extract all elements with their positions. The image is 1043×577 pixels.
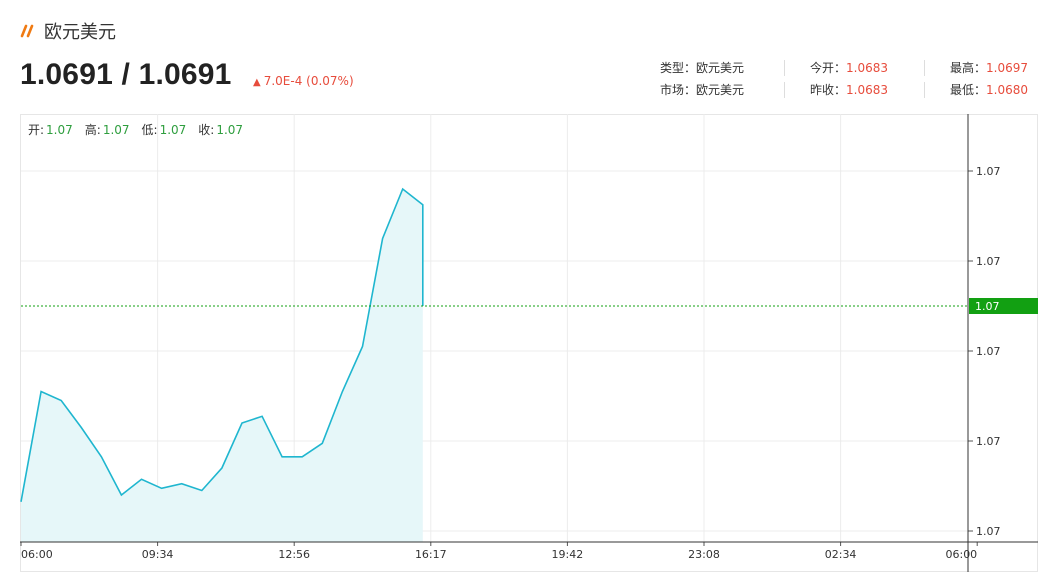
page-title: 欧元美元 xyxy=(44,22,116,43)
stats-divider xyxy=(784,82,785,98)
price-chart[interactable]: 1.07 1.07 1.07 1.07 1.07 06:00 09:34 12:56 16:1… xyxy=(20,114,1038,572)
stat-prev-close-label: 昨收： xyxy=(810,83,847,97)
stat-prev-close-value: 1.0683 xyxy=(846,83,889,97)
up-arrow-icon: ▲ xyxy=(253,77,261,88)
y-tick-label: 1.07 xyxy=(976,435,1001,448)
stat-type: 类型：欧元美元 xyxy=(660,58,744,78)
title-row: 欧元美元 xyxy=(20,18,116,44)
stats-panel: 类型：欧元美元 市场：欧元美元 今开：1.0683 昨收：1.0683 最高：1… xyxy=(0,58,1043,104)
price-change: ▲ 7.0E-4 (0.07%) xyxy=(253,74,354,88)
x-axis-labels: 06:00 09:34 12:56 16:17 19:42 23:08 02:34 06:00 xyxy=(21,548,977,561)
x-tick-label: 06:00 xyxy=(21,548,53,561)
stats-divider xyxy=(924,82,925,98)
y-tick-label: 1.07 xyxy=(976,345,1001,358)
x-tick-label: 09:34 xyxy=(142,548,174,561)
current-price-tag-bg xyxy=(969,298,1038,314)
x-tick-label: 19:42 xyxy=(552,548,584,561)
stat-open: 今开：1.0683 xyxy=(810,58,888,78)
stat-low: 最低：1.0680 xyxy=(950,80,1028,100)
chart-grid xyxy=(20,114,978,546)
ohlc-close-label: 收: xyxy=(198,123,214,137)
current-price-tag-label: 1.07 xyxy=(975,300,1000,313)
ohlc-readout: 开: 1.07 高: 1.07 低: 1.07 收: 1.07 xyxy=(28,122,243,137)
y-tick-label: 1.07 xyxy=(976,255,1001,268)
logo-icon xyxy=(20,24,34,38)
stat-type-value: 欧元美元 xyxy=(696,61,745,75)
stat-open-label: 今开： xyxy=(810,61,847,75)
stat-low-label: 最低： xyxy=(950,83,987,97)
chart-container[interactable]: 1.07 1.07 1.07 1.07 1.07 06:00 09:34 12:56 16:1… xyxy=(20,114,1038,572)
price-line xyxy=(20,187,424,502)
x-tick-label: 06:00 xyxy=(945,548,977,561)
stats-divider xyxy=(924,60,925,76)
ohlc-open-value: 1.07 xyxy=(46,123,73,137)
stat-type-label: 类型： xyxy=(660,61,697,75)
current-price: 1.0691 / 1.0691 xyxy=(20,58,232,91)
ohlc-high-value: 1.07 xyxy=(103,123,130,137)
y-axis-labels: 1.07 1.07 1.07 1.07 1.07 xyxy=(976,165,1001,538)
price-area xyxy=(21,189,423,542)
stat-market: 市场：欧元美元 xyxy=(660,80,744,100)
y-tick-label: 1.07 xyxy=(976,165,1001,178)
x-tick-label: 12:56 xyxy=(278,548,310,561)
current-price-tag: 1.07 xyxy=(969,298,1038,314)
stat-low-value: 1.0680 xyxy=(986,83,1029,97)
x-tick-label: 23:08 xyxy=(688,548,720,561)
y-tick-label: 1.07 xyxy=(976,525,1001,538)
stat-open-value: 1.0683 xyxy=(846,61,889,75)
stat-market-value: 欧元美元 xyxy=(696,83,745,97)
ohlc-low-label: 低: xyxy=(142,123,158,137)
x-tick-label: 16:17 xyxy=(415,548,447,561)
ohlc-high-label: 高: xyxy=(85,122,101,137)
x-tick-label: 02:34 xyxy=(825,548,857,561)
stat-prev-close: 昨收：1.0683 xyxy=(810,80,888,100)
ohlc-low-value: 1.07 xyxy=(160,123,187,137)
stat-market-label: 市场： xyxy=(660,83,697,97)
stat-high: 最高：1.0697 xyxy=(950,58,1028,78)
ohlc-open-label: 开: xyxy=(28,123,44,137)
stat-high-label: 最高： xyxy=(950,61,987,75)
stats-divider xyxy=(784,60,785,76)
ohlc-close-value: 1.07 xyxy=(216,123,243,137)
stat-high-value: 1.0697 xyxy=(986,61,1029,75)
price-change-value: 7.0E-4 (0.07%) xyxy=(263,74,354,88)
